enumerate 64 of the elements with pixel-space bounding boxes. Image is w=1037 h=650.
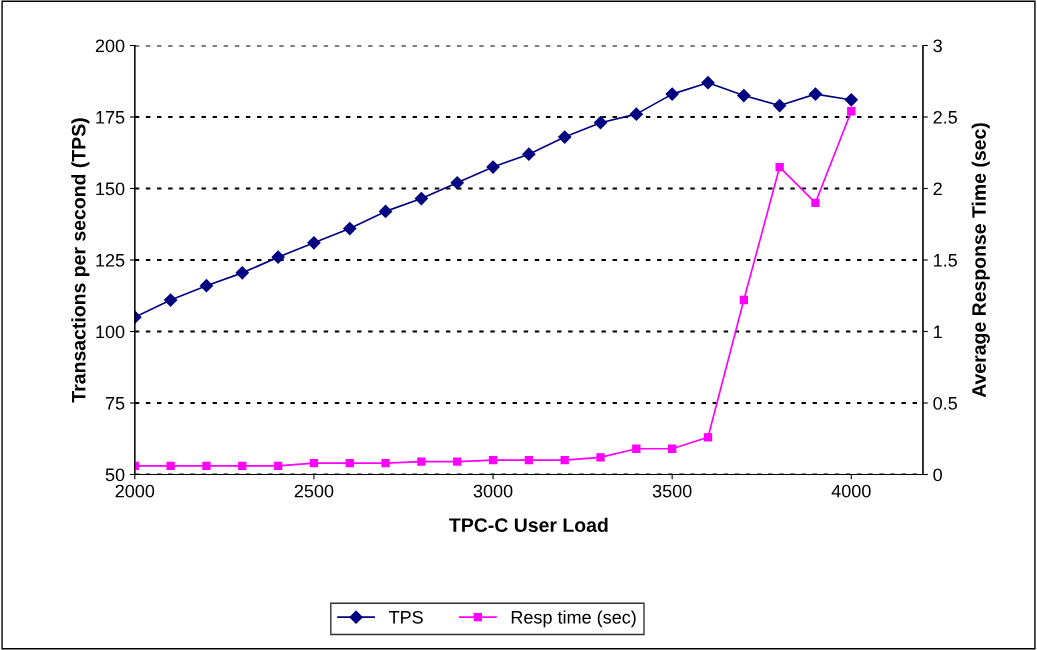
y2-tick-label: 1 (934, 325, 942, 339)
point (665, 87, 679, 101)
point (307, 236, 321, 250)
point (593, 116, 608, 130)
point (235, 266, 249, 280)
point (238, 461, 247, 471)
x-tick-label: 3500 (652, 484, 692, 498)
point (701, 76, 715, 90)
y-tick-label: 125 (96, 253, 125, 267)
point (773, 98, 787, 113)
point (667, 444, 677, 453)
point (166, 461, 175, 471)
point (271, 250, 285, 264)
point (560, 456, 569, 465)
point (414, 191, 428, 206)
point (486, 160, 500, 174)
y2-axis-title: Average Response Time (sec) (971, 123, 990, 398)
point (453, 457, 462, 466)
y-tick-label: 75 (105, 397, 125, 410)
point (417, 457, 426, 466)
y2-tick-label: 2.5 (933, 110, 957, 124)
y-tick-label: 100 (96, 325, 125, 339)
point (847, 107, 856, 116)
point (378, 204, 393, 218)
point (309, 458, 319, 468)
point (164, 293, 178, 307)
point (558, 130, 572, 144)
point (808, 87, 823, 101)
point (273, 461, 283, 471)
point (629, 107, 643, 121)
point (844, 93, 858, 107)
point (202, 461, 211, 471)
point (199, 279, 214, 293)
point (524, 456, 534, 465)
y-axis-title: Transactions per second (TPS) (71, 118, 90, 403)
y2-tick-label: 0 (933, 468, 942, 482)
x-tick-label: 4000 (831, 484, 871, 498)
x-tick-label: 2500 (294, 484, 334, 498)
y2-tick-label: 0.5 (933, 396, 957, 410)
legend-label: Resp time (sec) (511, 610, 636, 628)
point (343, 221, 357, 236)
point (381, 458, 390, 468)
point (739, 295, 748, 305)
y2-tick-label: 2 (933, 182, 942, 196)
x-tick-label: 3000 (473, 484, 513, 498)
x-axis-title: TPC-C User Load (449, 517, 608, 532)
y-tick-label: 175 (96, 111, 125, 124)
y-tick-label: 200 (95, 39, 125, 53)
point (811, 198, 820, 207)
point (596, 453, 605, 462)
x-tick-label: 2000 (115, 484, 155, 498)
y-tick-label: 50 (105, 468, 125, 482)
point (522, 147, 536, 161)
point (775, 162, 784, 172)
y-tick-label: 150 (96, 182, 125, 196)
point (737, 88, 751, 103)
y2-tick-label: 1.5 (934, 254, 957, 267)
legend-label: TPS (388, 610, 423, 624)
point (632, 444, 641, 453)
y2-tick-label: 3 (933, 39, 942, 53)
point (450, 176, 464, 190)
point (488, 456, 498, 465)
point (703, 433, 713, 442)
point (345, 458, 354, 468)
